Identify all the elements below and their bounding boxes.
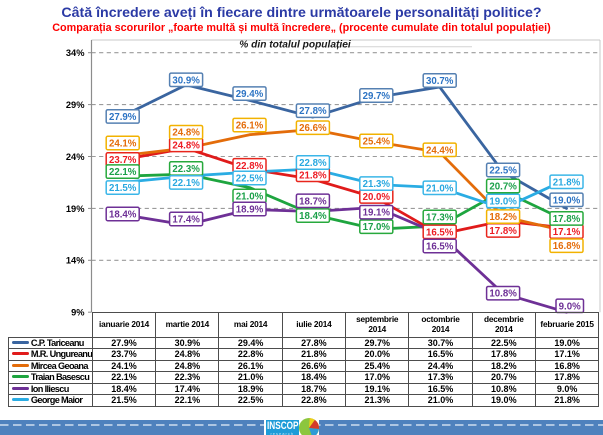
svg-text:25.4%: 25.4% xyxy=(363,137,391,148)
svg-text:30.7%: 30.7% xyxy=(426,76,454,87)
svg-text:17.8%: 17.8% xyxy=(489,226,517,237)
svg-text:23.7%: 23.7% xyxy=(109,155,137,166)
svg-text:22.3%: 22.3% xyxy=(172,164,200,175)
svg-text:24.1%: 24.1% xyxy=(109,139,137,150)
svg-text:20.0%: 20.0% xyxy=(363,192,391,203)
svg-text:22.1%: 22.1% xyxy=(172,178,200,189)
svg-text:14%: 14% xyxy=(66,256,85,266)
svg-text:27.9%: 27.9% xyxy=(109,112,137,123)
svg-text:21.8%: 21.8% xyxy=(299,170,327,181)
svg-text:18.9%: 18.9% xyxy=(236,205,264,216)
svg-text:17.1%: 17.1% xyxy=(553,227,581,238)
svg-text:26.1%: 26.1% xyxy=(236,121,264,132)
svg-text:19%: 19% xyxy=(66,204,85,214)
svg-text:22.8%: 22.8% xyxy=(236,161,264,172)
svg-text:17.4%: 17.4% xyxy=(172,215,200,226)
svg-text:27.8%: 27.8% xyxy=(299,106,327,117)
svg-text:22.1%: 22.1% xyxy=(109,167,137,178)
svg-text:24%: 24% xyxy=(66,152,85,162)
svg-text:21.0%: 21.0% xyxy=(426,183,454,194)
svg-text:18.2%: 18.2% xyxy=(489,212,517,223)
svg-text:18.4%: 18.4% xyxy=(299,211,327,222)
svg-text:26.6%: 26.6% xyxy=(299,123,327,134)
svg-text:16.5%: 16.5% xyxy=(426,227,454,238)
svg-text:30.9%: 30.9% xyxy=(172,75,200,86)
svg-text:21.0%: 21.0% xyxy=(236,192,264,203)
svg-text:16.8%: 16.8% xyxy=(553,241,581,252)
svg-text:22.5%: 22.5% xyxy=(489,166,517,177)
svg-text:21.8%: 21.8% xyxy=(553,177,581,188)
svg-text:21.5%: 21.5% xyxy=(109,183,137,194)
svg-text:19.1%: 19.1% xyxy=(363,208,391,219)
svg-text:24.8%: 24.8% xyxy=(172,128,200,139)
svg-text:9%: 9% xyxy=(71,308,85,318)
svg-text:19.0%: 19.0% xyxy=(489,196,517,207)
svg-text:% din totalul populației: % din totalul populației xyxy=(239,39,351,50)
svg-text:9.0%: 9.0% xyxy=(559,301,581,312)
svg-text:24.8%: 24.8% xyxy=(172,140,200,151)
svg-text:19.0%: 19.0% xyxy=(553,195,581,206)
svg-text:17.3%: 17.3% xyxy=(426,213,454,224)
svg-text:17.0%: 17.0% xyxy=(363,222,391,233)
svg-text:29.7%: 29.7% xyxy=(363,91,391,102)
svg-text:29%: 29% xyxy=(66,100,85,110)
svg-text:10.8%: 10.8% xyxy=(489,289,517,300)
svg-text:18.7%: 18.7% xyxy=(299,196,327,207)
svg-text:16.5%: 16.5% xyxy=(426,242,454,253)
svg-text:18.4%: 18.4% xyxy=(109,210,137,221)
svg-text:22.8%: 22.8% xyxy=(299,158,327,169)
svg-text:29.4%: 29.4% xyxy=(236,89,264,100)
svg-text:24.4%: 24.4% xyxy=(426,145,454,156)
svg-text:20.7%: 20.7% xyxy=(489,182,517,193)
svg-text:34%: 34% xyxy=(66,48,85,58)
svg-text:21.3%: 21.3% xyxy=(363,179,391,190)
svg-text:22.5%: 22.5% xyxy=(236,174,264,185)
svg-text:17.8%: 17.8% xyxy=(553,214,581,225)
